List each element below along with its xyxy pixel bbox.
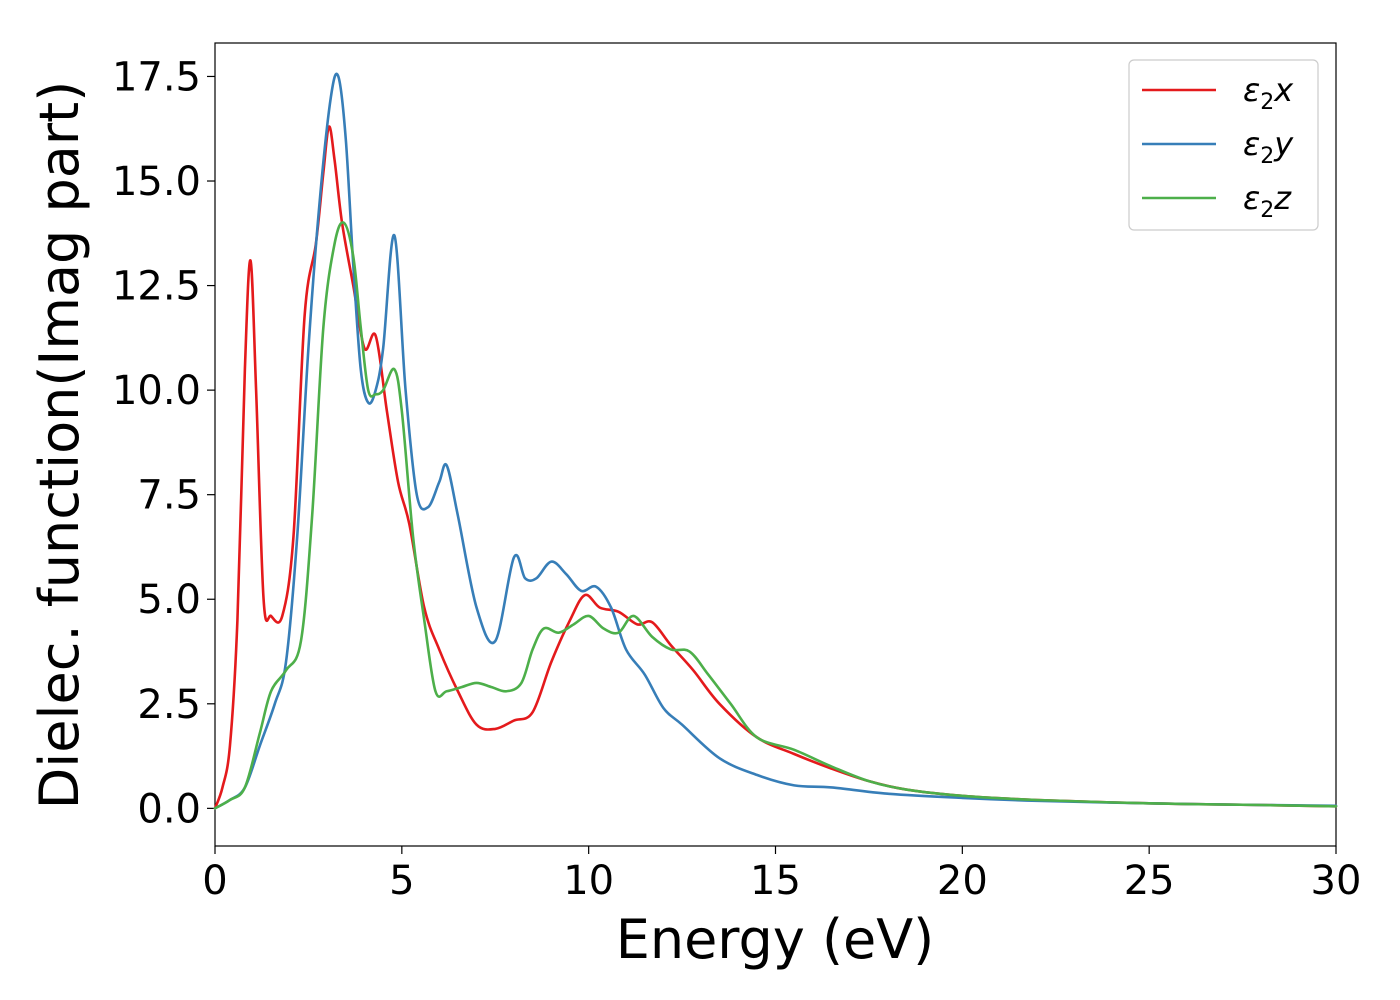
legend-label-suffix: x xyxy=(1273,71,1294,109)
legend-label-base: ε xyxy=(1243,125,1260,163)
y-tick-label: 2.5 xyxy=(137,682,201,728)
y-tick-label: 12.5 xyxy=(112,264,201,310)
x-tick-label: 10 xyxy=(563,858,614,904)
y-tick-label: 7.5 xyxy=(137,473,201,519)
legend-label-suffix: y xyxy=(1273,125,1294,163)
series-line-y xyxy=(213,72,1338,810)
x-tick-label: 25 xyxy=(1124,858,1175,904)
y-tick-label: 10.0 xyxy=(112,368,201,414)
legend-box xyxy=(1128,59,1319,231)
x-tick-label: 30 xyxy=(1311,858,1362,904)
x-tick-label: 15 xyxy=(750,858,801,904)
x-tick-label: 0 xyxy=(202,858,227,904)
legend-label-y: ε2y xyxy=(1243,125,1294,169)
y-axis-ticks: 0.0 2.5 5.0 7.5 10.0 12.5 15.0 17.5 xyxy=(112,54,215,832)
x-tick-label: 5 xyxy=(389,858,414,904)
legend-label-z: ε2z xyxy=(1243,179,1292,223)
y-tick-label: 17.5 xyxy=(112,54,201,100)
legend-label-subscript: 2 xyxy=(1260,144,1274,169)
y-tick-label: 5.0 xyxy=(137,577,201,623)
series-lines xyxy=(213,72,1338,810)
series-line-x xyxy=(213,125,1338,810)
legend-label-base: ε xyxy=(1243,71,1260,109)
x-axis-label: Energy (eV) xyxy=(616,908,935,971)
y-axis-label: Dielec. function(Imag part) xyxy=(28,81,91,810)
x-axis-ticks: 0 5 10 15 20 25 30 xyxy=(202,846,1361,904)
legend-label-x: ε2x xyxy=(1243,71,1294,115)
series-line-z xyxy=(213,221,1338,810)
legend-label-subscript: 2 xyxy=(1260,198,1274,223)
legend-label-subscript: 2 xyxy=(1260,90,1274,115)
x-tick-label: 20 xyxy=(937,858,988,904)
legend-label-base: ε xyxy=(1243,179,1260,217)
y-tick-label: 15.0 xyxy=(112,159,201,205)
y-tick-label: 0.0 xyxy=(137,786,201,832)
legend-label-suffix: z xyxy=(1273,179,1292,217)
